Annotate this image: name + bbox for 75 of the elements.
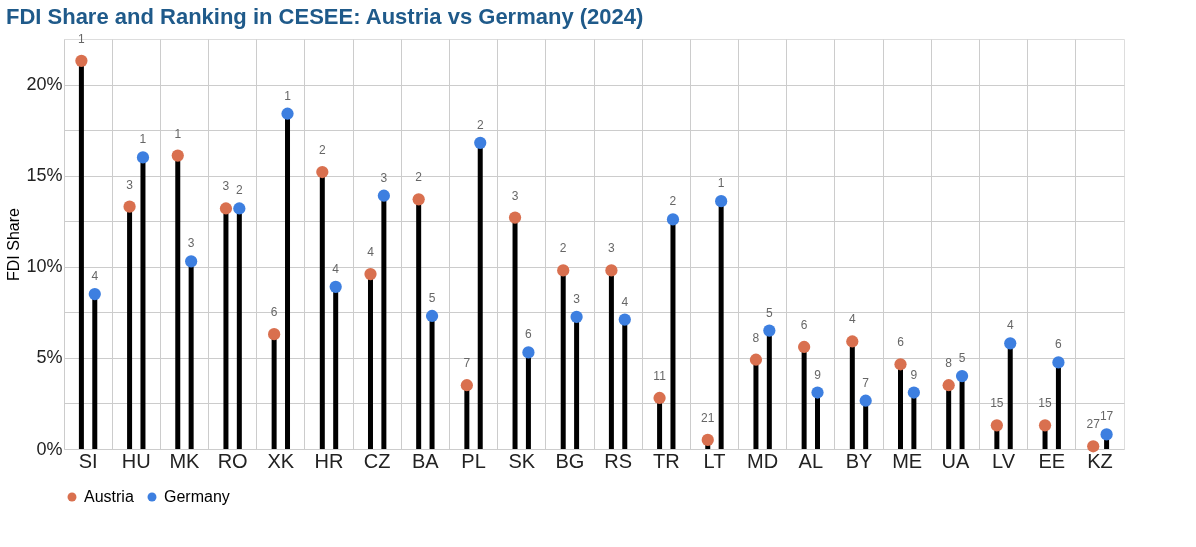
annotation: 5 (765, 305, 773, 320)
chart-title: FDI Share and Ranking in CESEE: Austria vs Germany (2024) (5, 3, 644, 29)
legend-label: Germany (164, 488, 230, 505)
annotation: 9 (814, 367, 822, 382)
x-tick-label: HU (121, 449, 151, 472)
annotation: 6 (270, 305, 278, 320)
y-tick-label: 0% (36, 438, 63, 459)
annotation: 15 (1038, 396, 1053, 411)
annotation: 4 (367, 245, 375, 260)
y-tick-label: 5% (36, 347, 63, 368)
x-tick-label: TR (652, 449, 680, 472)
annotation: 9 (910, 367, 918, 382)
x-tick-label: EE (1038, 449, 1066, 472)
x-tick-label: MK (169, 449, 201, 472)
annotation: 6 (1055, 337, 1063, 352)
x-tick-label: PL (461, 449, 486, 472)
x-tick-label: AL (798, 449, 824, 472)
annotation: 4 (621, 294, 629, 309)
annotation: 1 (78, 31, 86, 46)
x-tick-label: SK (508, 449, 536, 472)
annotation: 2 (318, 143, 326, 158)
annotation: 7 (463, 356, 471, 371)
x-tick-label: RO (217, 449, 248, 472)
x-tick-label: MD (747, 449, 779, 472)
x-tick-label: BY (845, 449, 873, 472)
x-tick-label: LT (703, 449, 726, 472)
annotation: 1 (717, 176, 725, 191)
annotation: 1 (139, 132, 147, 147)
annotation: 3 (187, 236, 195, 251)
annotation: 27 (1086, 417, 1101, 432)
annotation: 4 (91, 269, 99, 284)
annotation: 21 (701, 410, 715, 425)
annotation: 3 (380, 170, 388, 185)
annotation: 4 (848, 312, 856, 327)
y-tick-label: 10% (26, 256, 63, 277)
annotation: 2 (415, 170, 423, 185)
annotation: 3 (608, 241, 616, 256)
annotation: 6 (525, 327, 533, 342)
annotation: 7 (862, 375, 870, 390)
annotation: 3 (126, 177, 134, 192)
annotation: 8 (945, 356, 953, 371)
annotation: 8 (752, 330, 760, 345)
annotation: 11 (653, 368, 667, 383)
x-tick-label: RS (604, 449, 632, 472)
annotation: 1 (174, 126, 182, 141)
annotation: 1 (284, 88, 292, 103)
annotation: 6 (897, 335, 905, 350)
x-tick-label: LV (992, 449, 1016, 472)
x-tick-label: HR (314, 449, 344, 472)
annotation: 2 (669, 194, 677, 209)
annotation: 4 (332, 261, 340, 276)
annotation: 17 (1099, 409, 1114, 424)
annotation: 5 (428, 290, 436, 305)
x-tick-label: KZ (1087, 449, 1113, 472)
x-tick-label: BA (412, 449, 440, 472)
annotation: 2 (559, 241, 567, 256)
y-axis-title: FDI Share (5, 207, 23, 281)
y-tick-label: 20% (26, 74, 63, 95)
annotation: 5 (958, 351, 966, 366)
annotation: 2 (235, 183, 243, 198)
annotation: 2 (476, 117, 484, 132)
x-tick-label: XK (267, 449, 295, 472)
annotation: 3 (573, 291, 581, 306)
annotation: 4 (1006, 318, 1014, 333)
annotation: 3 (222, 179, 230, 194)
x-tick-label: ME (892, 449, 923, 472)
annotation: 15 (990, 396, 1004, 411)
x-tick-label: SI (78, 449, 98, 472)
y-tick-label: 15% (26, 165, 63, 186)
annotation: 3 (511, 188, 519, 203)
x-tick-label: UA (941, 449, 970, 472)
x-tick-label: CZ (363, 449, 391, 472)
legend-label: Austria (84, 488, 134, 505)
annotation: 6 (800, 317, 808, 332)
x-tick-label: BG (555, 449, 585, 472)
